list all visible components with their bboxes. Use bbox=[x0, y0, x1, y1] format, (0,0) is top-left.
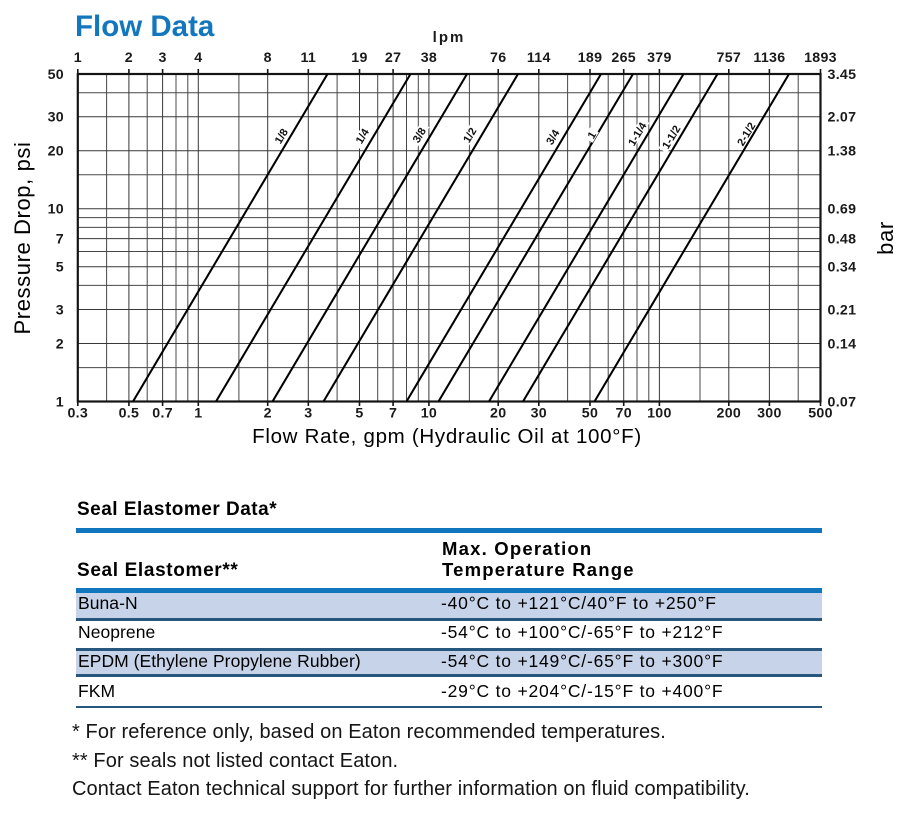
svg-text:4: 4 bbox=[194, 50, 202, 66]
svg-text:0.21: 0.21 bbox=[828, 302, 857, 318]
svg-text:2.07: 2.07 bbox=[828, 110, 857, 126]
svg-text:76: 76 bbox=[490, 50, 506, 66]
svg-text:2-1/2: 2-1/2 bbox=[735, 121, 758, 149]
svg-text:20: 20 bbox=[490, 406, 506, 422]
svg-text:114: 114 bbox=[527, 50, 551, 66]
svg-text:500: 500 bbox=[808, 406, 833, 422]
svg-text:0.3: 0.3 bbox=[67, 406, 88, 422]
svg-text:10: 10 bbox=[48, 202, 64, 218]
svg-text:3: 3 bbox=[304, 406, 312, 422]
svg-text:1136: 1136 bbox=[753, 50, 785, 66]
svg-text:265: 265 bbox=[611, 50, 636, 66]
svg-text:50: 50 bbox=[48, 67, 64, 83]
svg-text:38: 38 bbox=[421, 50, 437, 66]
svg-text:3.45: 3.45 bbox=[828, 67, 857, 83]
svg-text:1: 1 bbox=[194, 406, 202, 422]
svg-text:3: 3 bbox=[158, 50, 166, 66]
svg-text:1: 1 bbox=[56, 394, 64, 410]
svg-text:757: 757 bbox=[717, 50, 742, 66]
svg-text:19: 19 bbox=[351, 50, 367, 66]
svg-text:20: 20 bbox=[48, 144, 64, 160]
svg-text:0.34: 0.34 bbox=[828, 260, 857, 276]
svg-text:0.14: 0.14 bbox=[828, 336, 857, 352]
svg-text:379: 379 bbox=[647, 50, 672, 66]
svg-text:0.7: 0.7 bbox=[152, 406, 173, 422]
svg-text:50: 50 bbox=[582, 406, 598, 422]
svg-text:100: 100 bbox=[647, 406, 672, 422]
svg-text:0.07: 0.07 bbox=[828, 394, 857, 410]
svg-text:189: 189 bbox=[578, 50, 603, 66]
svg-text:1: 1 bbox=[74, 50, 82, 66]
svg-text:27: 27 bbox=[385, 50, 401, 66]
svg-text:lpm: lpm bbox=[433, 29, 466, 46]
svg-text:300: 300 bbox=[757, 406, 782, 422]
svg-text:1893: 1893 bbox=[804, 50, 837, 66]
svg-text:30: 30 bbox=[531, 406, 547, 422]
svg-text:5: 5 bbox=[355, 406, 363, 422]
svg-text:0.48: 0.48 bbox=[828, 231, 857, 247]
svg-text:0.5: 0.5 bbox=[119, 406, 140, 422]
svg-text:Flow Rate, gpm (Hydraulic Oil: Flow Rate, gpm (Hydraulic Oil at 100°F) bbox=[252, 425, 642, 448]
svg-text:7: 7 bbox=[56, 231, 64, 247]
svg-text:2: 2 bbox=[56, 336, 64, 352]
svg-text:1: 1 bbox=[586, 130, 599, 141]
svg-text:0.69: 0.69 bbox=[828, 202, 857, 218]
svg-text:11: 11 bbox=[300, 50, 316, 66]
svg-text:3: 3 bbox=[56, 302, 64, 318]
svg-text:200: 200 bbox=[717, 406, 742, 422]
svg-text:5: 5 bbox=[56, 260, 64, 276]
svg-text:Pressure Drop, psi: Pressure Drop, psi bbox=[10, 142, 35, 335]
svg-text:bar: bar bbox=[873, 221, 898, 255]
svg-text:10: 10 bbox=[421, 406, 437, 422]
svg-text:70: 70 bbox=[616, 406, 632, 422]
svg-text:7: 7 bbox=[389, 406, 397, 422]
svg-text:1.38: 1.38 bbox=[828, 144, 857, 160]
svg-text:2: 2 bbox=[264, 406, 272, 422]
svg-text:30: 30 bbox=[48, 110, 64, 126]
svg-text:2: 2 bbox=[125, 50, 133, 66]
svg-text:8: 8 bbox=[264, 50, 272, 66]
